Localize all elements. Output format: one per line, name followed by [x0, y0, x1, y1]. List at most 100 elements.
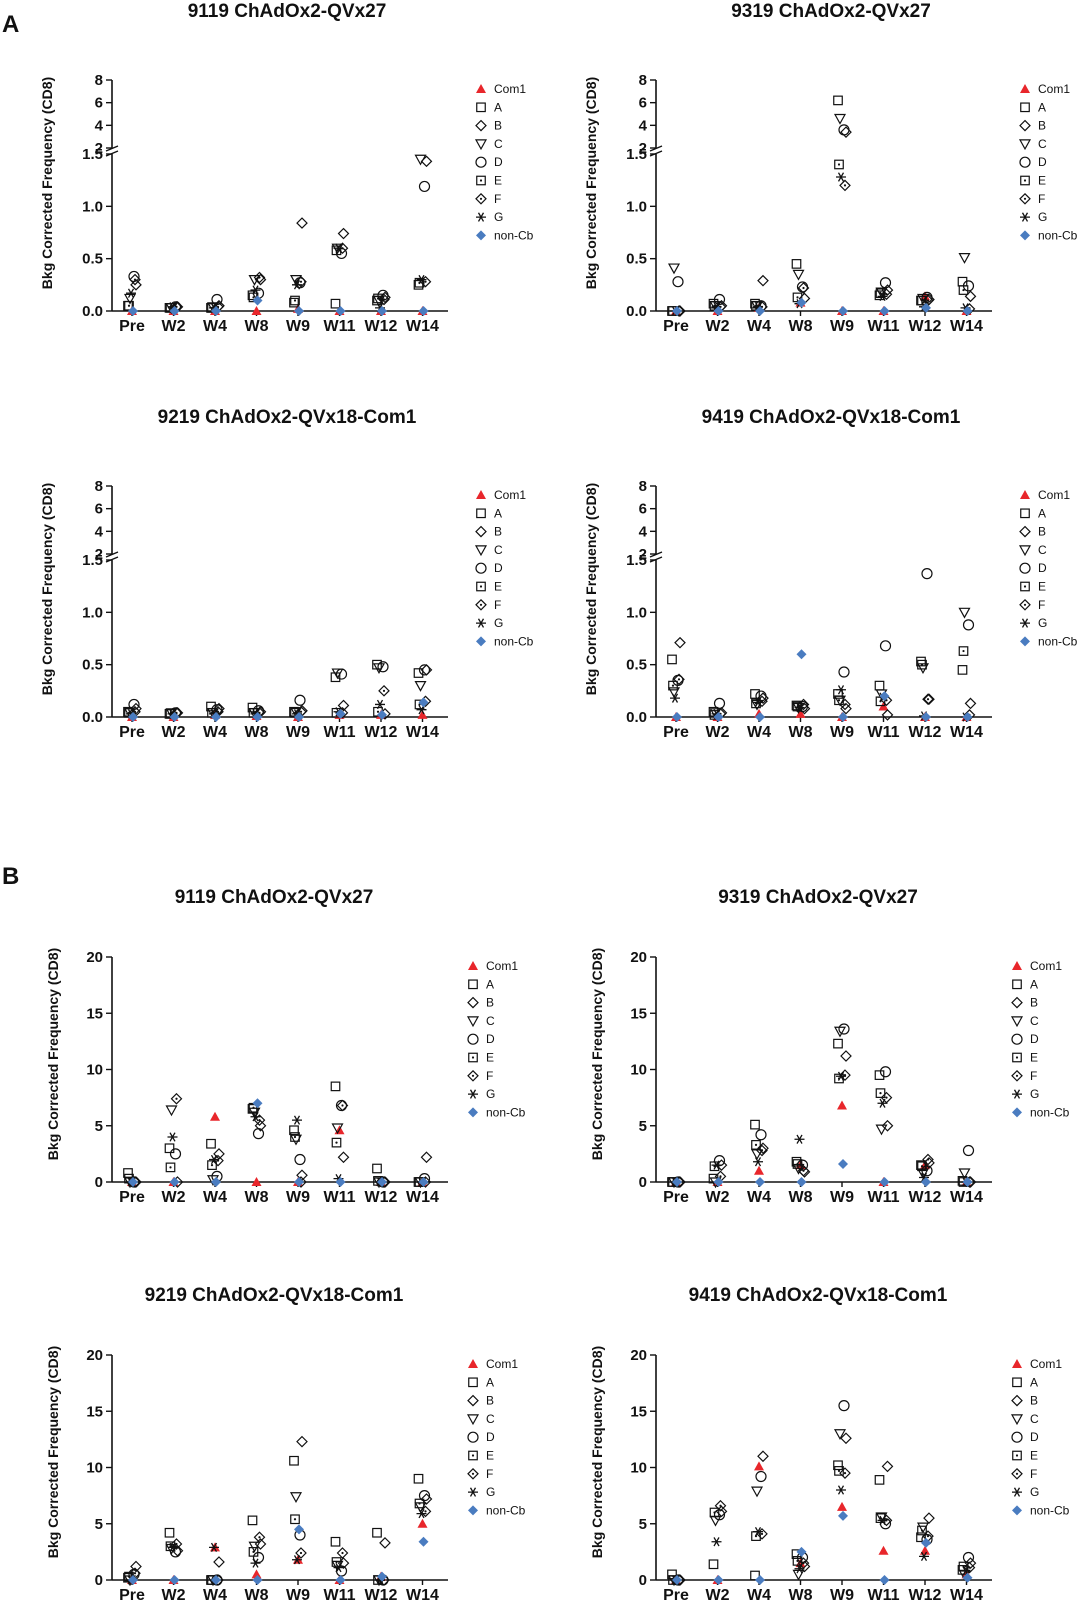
legend-label-g: G	[486, 1485, 495, 1499]
point-e-w12	[917, 1525, 927, 1536]
point-g-w4	[209, 1542, 219, 1553]
legend-marker-f	[1019, 598, 1031, 611]
y-tick-label: 1.0	[626, 198, 647, 215]
point-g-w12	[375, 699, 385, 710]
legend-label-com1: Com1	[1038, 488, 1070, 502]
legend-label-non-cb: non-Cb	[486, 1503, 526, 1517]
legend-marker-f	[1011, 1467, 1023, 1480]
legend-label-g: G	[1038, 616, 1047, 630]
point-f-w12	[378, 293, 390, 306]
point-b-pre	[130, 278, 142, 291]
point-b-w9	[296, 1435, 308, 1448]
point-non-cb-w9	[294, 1177, 304, 1187]
point-a-w9	[289, 297, 299, 308]
point-a-pre	[667, 1569, 677, 1580]
point-f-w11	[336, 1099, 349, 1112]
y-tick-label: 20	[86, 949, 103, 966]
point-non-cb-w12	[921, 1537, 931, 1548]
y-tick-label: 1.0	[626, 604, 647, 621]
legend-marker-non-cb	[1012, 1107, 1022, 1118]
legend-label-c: C	[1038, 137, 1047, 151]
point-a-w8	[247, 1515, 258, 1526]
point-d-w2	[169, 1148, 182, 1160]
x-tick-label-w2: W2	[706, 318, 730, 335]
point-com1-w4	[754, 1165, 764, 1175]
point-a-w8	[791, 259, 802, 269]
point-d-w11	[879, 1066, 892, 1078]
chart-title: 9119 ChAdOx2-QVx27	[175, 887, 374, 908]
point-e-w9	[290, 295, 300, 306]
legend-label-d: D	[1030, 1430, 1039, 1444]
point-c-w9	[289, 1134, 303, 1146]
point-a-w2	[164, 1143, 175, 1154]
x-tick-label-w11: W11	[323, 1189, 355, 1206]
x-tick-label-w9: W9	[286, 1587, 310, 1604]
legend-marker-g	[468, 1089, 478, 1099]
point-d-w8	[252, 1128, 265, 1140]
point-d-w11	[879, 277, 892, 289]
legend-marker-c	[466, 1016, 480, 1028]
x-tick-label-w8: W8	[789, 1189, 813, 1206]
point-f-w8	[797, 1164, 810, 1177]
chart-title: 9119 ChAdOx2-QVx27	[188, 1, 387, 22]
legend-marker-com1	[1012, 961, 1022, 970]
point-non-cb-pre	[128, 1575, 138, 1585]
point-g-w4	[209, 1154, 219, 1165]
y-tick-label: 0.5	[626, 657, 647, 674]
point-e-w9	[834, 159, 844, 170]
y-tick-label: 5	[95, 1118, 103, 1135]
legend-marker-d	[475, 156, 487, 168]
point-c-w4	[750, 1486, 764, 1498]
point-non-cb-pre	[672, 306, 682, 316]
point-b-w8	[254, 1119, 267, 1132]
y-tick-label: 6	[95, 501, 103, 518]
point-non-cb-w12	[377, 306, 387, 316]
point-non-cb-pre	[128, 306, 138, 316]
legend-label-non-cb: non-Cb	[494, 634, 534, 648]
legend-marker-g	[476, 212, 486, 222]
point-g-w9	[292, 280, 302, 290]
point-non-cb-w11	[879, 1575, 890, 1585]
legend-marker-non-cb	[1020, 230, 1030, 241]
chart-title: 9419 ChAdOx2-QVx18-Com1	[702, 407, 961, 428]
legend-marker-b	[467, 996, 479, 1009]
point-e-w9	[290, 1132, 300, 1142]
point-d-w9	[294, 694, 306, 706]
point-d-w9	[838, 1023, 850, 1035]
point-a-w9	[833, 1038, 843, 1049]
point-a-w4	[750, 689, 760, 699]
y-tick-label: 20	[86, 1347, 103, 1364]
legend-marker-f	[1011, 1069, 1023, 1082]
point-e-w12	[917, 1161, 927, 1172]
y-tick-label: 8	[95, 478, 103, 495]
x-tick-label-w14: W14	[950, 1587, 983, 1604]
x-tick-label-pre: Pre	[663, 1587, 689, 1604]
legend-label-c: C	[1030, 1412, 1039, 1426]
legend-marker-com1	[468, 961, 478, 970]
point-c-pre	[667, 263, 681, 275]
legend-marker-com1	[1012, 1359, 1022, 1368]
y-tick-label: 1.5	[82, 552, 103, 569]
point-g-w8	[250, 285, 261, 295]
y-tick-label: 15	[86, 1403, 103, 1420]
point-non-cb-w2	[713, 712, 724, 722]
point-c-w14	[958, 1168, 971, 1180]
x-tick-label-w14: W14	[406, 724, 439, 741]
point-a-w4	[206, 1138, 216, 1149]
legend-label-g: G	[1038, 210, 1047, 224]
chart-title: 9219 ChAdOx2-QVx18-Com1	[145, 1285, 404, 1306]
legend-label-e: E	[1038, 580, 1046, 594]
chart-8: 9419 ChAdOx2-QVx18-Com1 Bkg Corrected Fre…	[589, 1285, 1070, 1604]
legend-label-d: D	[494, 561, 503, 575]
point-f-w12	[922, 1153, 934, 1166]
legend-label-e: E	[494, 174, 502, 188]
point-f-w8	[797, 698, 810, 711]
point-d-pre	[128, 698, 140, 711]
legend-label-b: B	[1030, 1394, 1038, 1408]
chart-3: 9219 ChAdOx2-QVx18-Com1 Bkg Corrected Fre…	[39, 407, 534, 741]
y-tick-label: 1.0	[82, 604, 103, 621]
point-c-pre	[667, 687, 681, 699]
point-g-w11	[877, 1515, 888, 1526]
legend-marker-e	[468, 1450, 478, 1461]
point-d-w12	[921, 568, 933, 580]
